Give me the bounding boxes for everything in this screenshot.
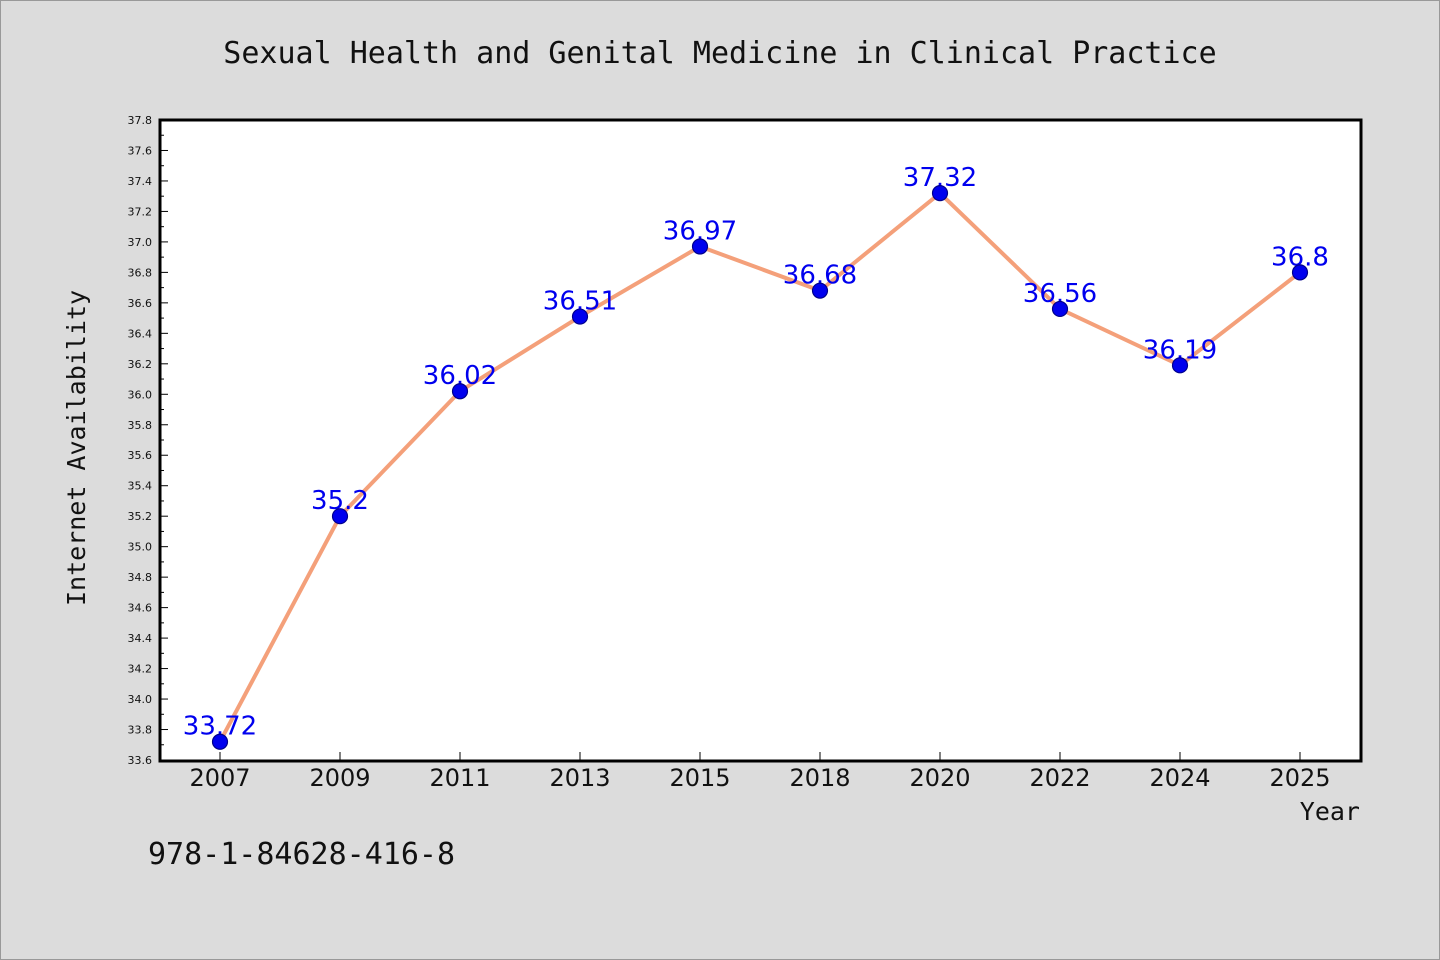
data-point-marker [691, 238, 709, 255]
data-point-marker [1051, 300, 1069, 318]
data-point-marker [1171, 357, 1189, 374]
chart-title: Sexual Health and Genital Medicine in Cl… [223, 36, 1216, 71]
y-tick-label: 37.0 [128, 236, 153, 249]
y-tick-label: 33.6 [128, 754, 153, 767]
data-point-marker [331, 508, 349, 525]
y-tick-label: 36.2 [128, 358, 153, 371]
isbn-label: 978-1-84628-416-8 [148, 837, 455, 872]
y-tick-label: 35.4 [128, 480, 153, 493]
x-tick-label: 2018 [789, 764, 850, 792]
series-line-group: 33.7235.236.0236.5136.9736.6837.3236.563… [183, 163, 1329, 750]
y-tick-label: 37.4 [128, 175, 153, 188]
x-tick-label: 2025 [1269, 764, 1330, 792]
x-tick-label: 2011 [429, 764, 490, 792]
y-tick-label: 35.8 [128, 419, 153, 432]
series-line [218, 191, 1302, 743]
x-tick-label: 2013 [549, 764, 610, 792]
data-point-marker [211, 733, 229, 750]
y-tick-label: 37.8 [128, 114, 153, 127]
y-tick-label: 34.0 [128, 693, 153, 706]
y-tick-label: 34.4 [128, 632, 153, 645]
data-point-marker [451, 383, 469, 400]
x-tick-label: 2015 [669, 764, 730, 792]
x-axis: 2007 2009 2011 2013 2015 2018 2020 2022 2024 2025 [189, 752, 1331, 792]
data-point-marker [1291, 264, 1309, 281]
y-tick-label: 35.6 [128, 449, 153, 462]
y-tick-label: 34.2 [128, 663, 153, 676]
y-tick-label: 33.8 [128, 724, 153, 737]
y-tick-label: 34.8 [128, 571, 153, 584]
x-tick-label: 2022 [1029, 764, 1090, 792]
y-tick-label: 36.4 [128, 327, 153, 340]
x-tick-label: 2007 [189, 764, 250, 792]
data-point-marker [931, 185, 949, 202]
y-tick-label: 36.0 [128, 388, 153, 401]
y-axis-title: Internet Availability [62, 290, 91, 606]
y-tick-label: 37.6 [128, 144, 153, 157]
plot-area [158, 118, 1363, 763]
x-tick-label: 2024 [1149, 764, 1210, 792]
x-tick-label: 2009 [309, 764, 370, 792]
y-tick-label: 37.2 [128, 205, 153, 218]
y-tick-label: 34.6 [128, 602, 153, 615]
y-tick-label: 36.6 [128, 297, 153, 310]
x-axis-title: Year [1300, 797, 1360, 826]
y-tick-label: 36.8 [128, 266, 153, 279]
y-tick-label: 35.0 [128, 541, 153, 554]
y-axis: 33.6 33.8 34.0 34.2 34.4 34.6 34.8 35.0 35.2 35.4… [128, 114, 168, 767]
y-tick-label: 35.2 [128, 510, 153, 523]
data-point-marker [811, 282, 829, 299]
data-point-marker [571, 308, 589, 325]
x-tick-label: 2020 [909, 764, 970, 792]
